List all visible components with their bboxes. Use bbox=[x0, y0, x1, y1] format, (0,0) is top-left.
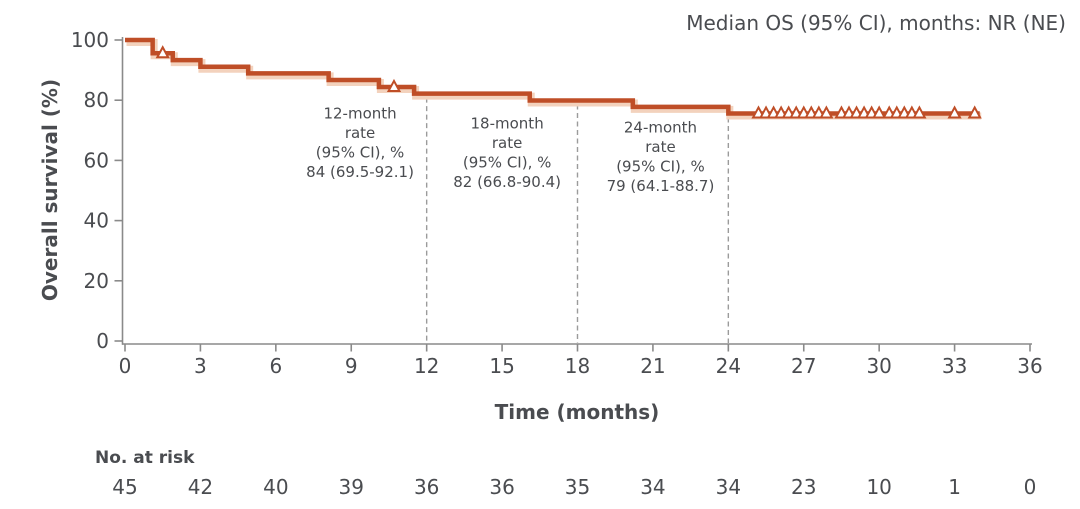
x-tick-label: 3 bbox=[194, 354, 207, 378]
risk-value: 34 bbox=[640, 475, 665, 499]
risk-value: 1 bbox=[948, 475, 961, 499]
risk-value: 36 bbox=[414, 475, 439, 499]
censor-mark-icon bbox=[155, 45, 170, 59]
censor-mark-icon bbox=[819, 105, 834, 119]
x-tick-label: 6 bbox=[269, 354, 282, 378]
risk-value: 40 bbox=[263, 475, 288, 499]
risk-value: 36 bbox=[489, 475, 514, 499]
x-tick-label: 21 bbox=[640, 354, 665, 378]
censor-mark-icon bbox=[912, 105, 927, 119]
censor-mark-icon bbox=[872, 105, 887, 119]
censor-mark-icon bbox=[967, 105, 982, 119]
x-tick-label: 12 bbox=[414, 354, 439, 378]
annotation-line: 24-month bbox=[624, 118, 697, 136]
annotation-line: (95% CI), % bbox=[463, 153, 552, 171]
risk-value: 42 bbox=[188, 475, 213, 499]
y-tick-label: 0 bbox=[96, 329, 109, 353]
x-tick-label: 36 bbox=[1017, 354, 1042, 378]
y-tick-label: 20 bbox=[84, 269, 109, 293]
x-axis-title: Time (months) bbox=[495, 400, 660, 424]
x-tick-label: 30 bbox=[866, 354, 891, 378]
risk-value: 23 bbox=[791, 475, 816, 499]
risk-value: 39 bbox=[339, 475, 364, 499]
annotation-line: rate bbox=[645, 138, 675, 156]
x-tick-label: 27 bbox=[791, 354, 816, 378]
y-tick-label: 60 bbox=[84, 148, 109, 172]
annotation-line: 82 (66.8-90.4) bbox=[453, 173, 561, 191]
risk-table-label: No. at risk bbox=[95, 448, 195, 468]
risk-value: 45 bbox=[112, 475, 137, 499]
x-tick-label: 33 bbox=[942, 354, 967, 378]
annotation-line: (95% CI), % bbox=[316, 143, 405, 161]
risk-value: 35 bbox=[565, 475, 590, 499]
annotation-line: (95% CI), % bbox=[616, 157, 705, 175]
risk-value: 0 bbox=[1024, 475, 1037, 499]
y-tick-label: 80 bbox=[84, 88, 109, 112]
annotation-line: 18-month bbox=[471, 114, 544, 132]
x-tick-label: 24 bbox=[716, 354, 741, 378]
annotation-line: rate bbox=[492, 134, 522, 152]
km-curve bbox=[125, 37, 980, 116]
x-tick-label: 9 bbox=[345, 354, 358, 378]
annotation-line: 79 (64.1-88.7) bbox=[607, 177, 715, 195]
x-tick-label: 15 bbox=[489, 354, 514, 378]
annotation-line: rate bbox=[345, 124, 375, 142]
chart-title: Median OS (95% CI), months: NR (NE) bbox=[686, 11, 1066, 35]
x-tick-label: 18 bbox=[565, 354, 590, 378]
y-tick-label: 100 bbox=[71, 28, 109, 52]
x-tick-label: 0 bbox=[119, 354, 132, 378]
annotation-line: 12-month bbox=[323, 104, 396, 122]
y-axis-title: Overall survival (%) bbox=[38, 79, 62, 301]
risk-value: 10 bbox=[866, 475, 891, 499]
annotation-line: 84 (69.5-92.1) bbox=[306, 163, 414, 181]
censor-mark-icon bbox=[947, 105, 962, 119]
risk-value: 34 bbox=[716, 475, 741, 499]
y-tick-label: 40 bbox=[84, 209, 109, 233]
censor-mark-icon bbox=[386, 78, 402, 92]
